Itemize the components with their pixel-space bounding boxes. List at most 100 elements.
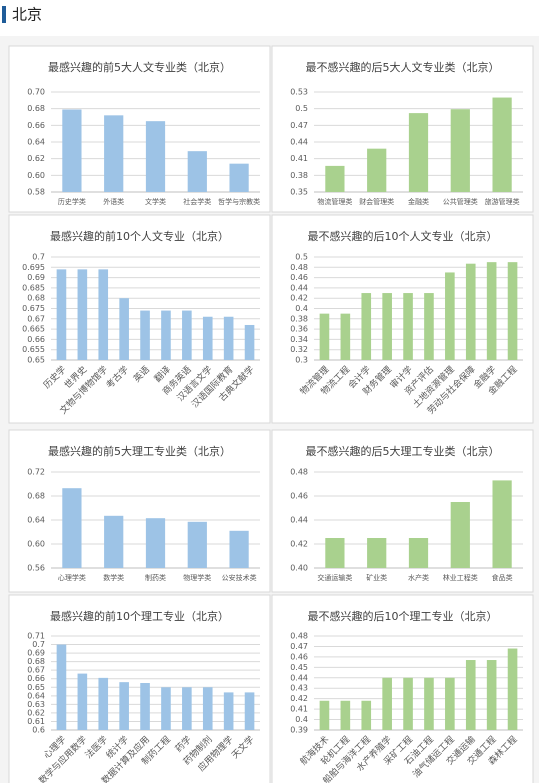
bar [56, 644, 67, 730]
bar [361, 700, 372, 730]
x-tick-label: 社会学类 [183, 197, 211, 206]
bar [182, 687, 192, 730]
bar [361, 293, 372, 360]
bar [187, 151, 207, 192]
chart-panel: 最不感兴趣的后10个理工专业（北京） 0.39 0.40.41 0.420.43 0.4… [271, 594, 534, 783]
y-tick-label: 0.68 [27, 104, 45, 113]
chart-title: 最不感兴趣的后5大理工专业类（北京） [306, 444, 500, 458]
y-tick-label: 0.63 [27, 700, 45, 709]
bar [187, 521, 207, 568]
y-tick-label: 0.695 [22, 263, 45, 272]
bar [161, 687, 171, 730]
y-tick-label: 0.68 [27, 657, 45, 666]
bar [465, 660, 476, 730]
bar [77, 269, 88, 360]
y-tick-label: 0.665 [22, 325, 45, 334]
chart-panel: 最感兴趣的前5大人文专业类（北京） 0.58 0.60 0.62 0.64 0.66 0.6… [8, 45, 271, 213]
bar [319, 700, 330, 730]
bar [465, 263, 476, 360]
bar [140, 310, 150, 360]
bar [161, 310, 171, 360]
bar [140, 683, 150, 730]
panel-frame [8, 594, 271, 783]
x-tick-label: 数学类 [103, 573, 124, 582]
bar [62, 488, 82, 568]
bar [182, 310, 192, 360]
y-tick-label: 0.58 [27, 188, 45, 197]
y-tick-label: 0.67 [27, 666, 45, 675]
y-tick-label: 0.65 [27, 683, 45, 692]
bar [445, 272, 455, 360]
y-tick-label: 0.56 [27, 564, 45, 573]
bar [340, 700, 351, 730]
y-tick-label: 0.41 [290, 705, 308, 714]
x-tick-label: 林业工程类 [443, 573, 478, 582]
bar [408, 113, 429, 192]
y-tick-label: 0.67 [27, 314, 45, 323]
y-tick-label: 0.62 [27, 708, 45, 717]
y-tick-label: 0.46 [290, 652, 308, 661]
y-tick-label: 0.69 [27, 273, 45, 282]
y-tick-label: 0.6 [32, 726, 45, 735]
y-tick-label: 0.39 [290, 726, 308, 735]
bar [424, 677, 434, 730]
x-tick-label: 心理学类 [58, 573, 86, 582]
bar [507, 648, 518, 730]
bar [202, 316, 213, 360]
y-tick-label: 0.64 [27, 138, 45, 147]
header-title: 北京 [12, 6, 42, 24]
bar [229, 530, 249, 568]
bar [382, 293, 392, 360]
x-tick-label: 外语类 [103, 197, 124, 206]
y-tick-label: 0.66 [27, 674, 45, 683]
chart-title: 最不感兴趣的后10个人文专业（北京） [308, 229, 498, 243]
header-bg [0, 0, 539, 36]
y-tick-label: 0.44 [290, 138, 308, 147]
x-tick-label: 制药类 [145, 573, 166, 582]
x-tick-label: 文学类 [145, 197, 166, 206]
bar [223, 692, 234, 730]
y-tick-label: 0.47 [290, 642, 308, 651]
y-tick-label: 0.38 [290, 171, 308, 180]
chart-title: 最感兴趣的前10个人文专业（北京） [50, 229, 229, 243]
chart-panel: 最不感兴趣的后5大理工专业类（北京） 0.40 0.42 0.44 0.46 0.48 交通… [271, 429, 534, 593]
y-tick-label: 0.34 [290, 335, 308, 344]
y-tick-label: 0.46 [290, 273, 308, 282]
y-tick-label: 0.4 [295, 304, 308, 313]
y-tick-label: 0.7 [32, 253, 45, 262]
bar [486, 262, 497, 360]
bar [445, 677, 455, 730]
bar [492, 480, 512, 568]
bar [62, 109, 82, 192]
y-tick-label: 0.66 [27, 335, 45, 344]
y-tick-label: 0.5 [295, 104, 308, 113]
y-tick-label: 0.41 [290, 154, 308, 163]
y-tick-label: 0.3 [295, 356, 308, 365]
header-marker [2, 6, 6, 23]
y-tick-label: 0.675 [22, 304, 45, 313]
bar [325, 165, 345, 192]
y-tick-label: 0.40 [290, 564, 308, 573]
y-tick-label: 0.44 [290, 673, 308, 682]
x-tick-label: 食品类 [492, 573, 513, 582]
bar [98, 269, 109, 360]
chart-panel: 最感兴趣的前5大理工专业类（北京） 0.56 0.60 0.64 0.68 0.72 心理学… [8, 429, 271, 593]
y-tick-label: 0.4 [295, 715, 308, 724]
y-tick-label: 0.61 [27, 717, 45, 726]
y-tick-label: 0.43 [290, 684, 308, 693]
y-tick-label: 0.48 [290, 632, 308, 641]
bar [229, 163, 249, 192]
bar [244, 692, 255, 730]
x-tick-label: 公共管理类 [443, 197, 478, 206]
panel-frame [8, 429, 271, 593]
chart-panel: 最感兴趣的前10个理工专业（北京） 0.60.610.620.630.640.65… [8, 594, 271, 783]
y-tick-label: 0.64 [27, 516, 45, 525]
bar [119, 298, 129, 360]
x-tick-label: 物理学类 [183, 573, 211, 582]
bar [367, 538, 387, 568]
bar [340, 313, 351, 360]
chart-panel: 最不感兴趣的后10个人文专业（北京）0.30.320.340.360.380.4… [271, 214, 534, 424]
y-tick-label: 0.60 [27, 171, 45, 180]
x-tick-label: 历史学类 [58, 197, 86, 206]
